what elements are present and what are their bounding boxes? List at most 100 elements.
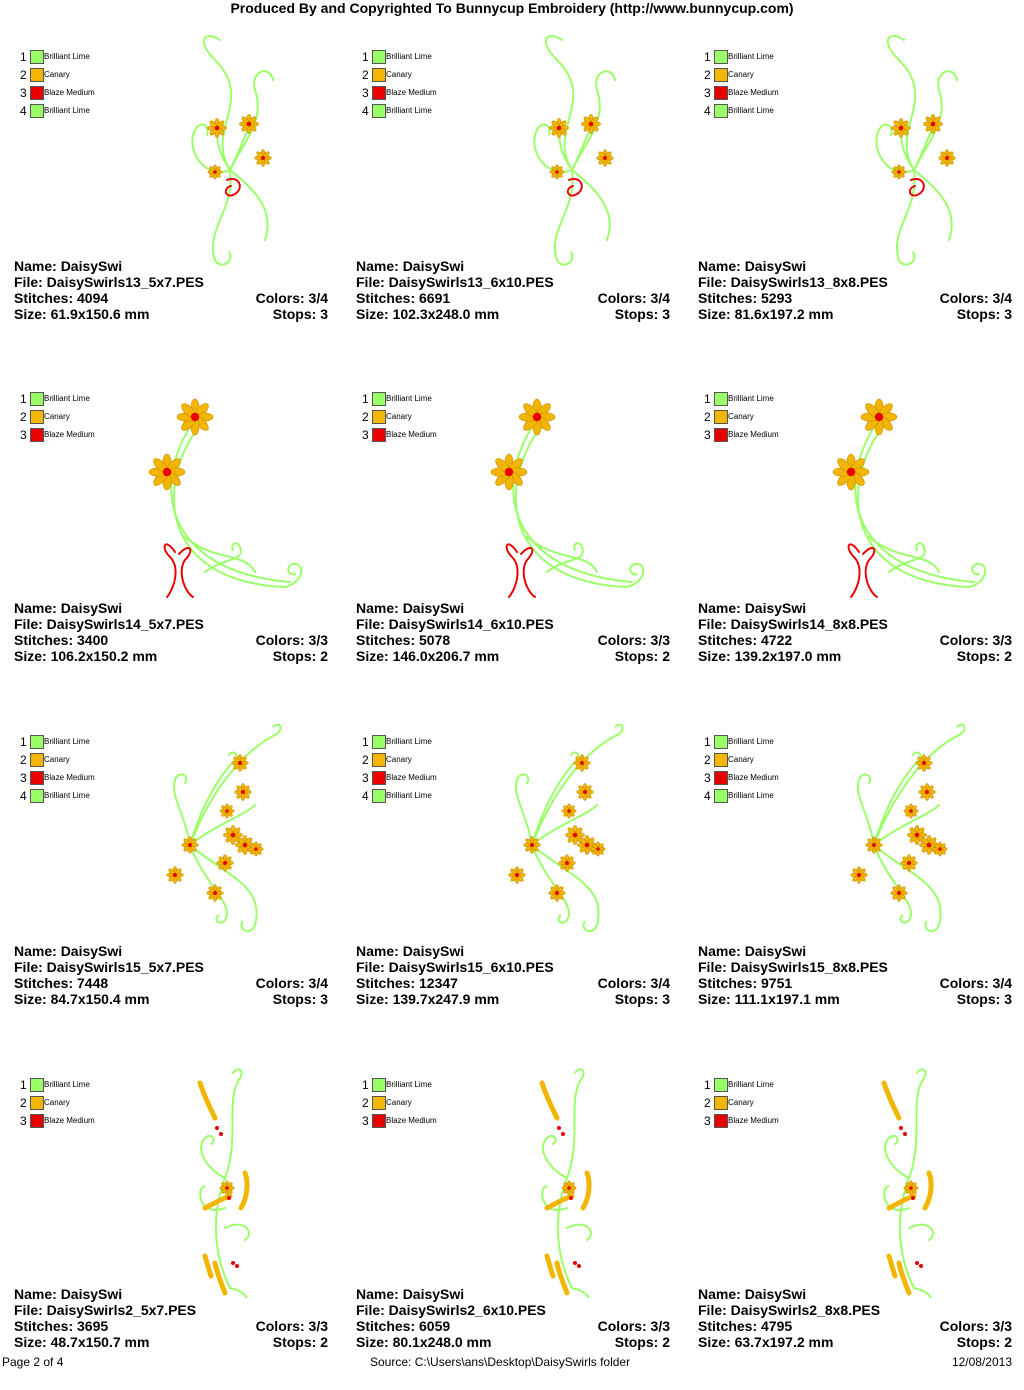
color-count: 3/3	[992, 1318, 1012, 1334]
thread-name: Brilliant Lime	[44, 737, 90, 746]
thread-name: Brilliant Lime	[728, 791, 774, 800]
colors-label: Colors:	[255, 290, 309, 306]
legend-number: 1	[704, 50, 711, 64]
info-line: Stitches: 6059 Colors: 3/3	[356, 1318, 670, 1334]
daisy-flower	[558, 854, 576, 872]
size-label: Size:	[356, 306, 393, 322]
legend-item: 1 Brilliant Lime	[704, 1078, 844, 1096]
stops-label: Stops:	[956, 1334, 1005, 1350]
stitches-label: Stitches:	[356, 975, 420, 991]
daisy-flower	[918, 783, 936, 801]
swirl-stem	[571, 1287, 590, 1298]
daisy-flower	[573, 754, 591, 772]
thread-name: Brilliant Lime	[386, 52, 432, 61]
stops-field: Stops: 2	[273, 648, 328, 664]
fan-stem	[873, 723, 966, 846]
file-name: DaisySwirls15_8x8.PES	[730, 959, 888, 975]
color-legend: 1 Brilliant Lime 2 Canary 3 Blaze Medium	[362, 1078, 502, 1132]
stops-label: Stops:	[272, 991, 321, 1007]
crescent-stem	[184, 536, 256, 573]
berry	[231, 1261, 235, 1265]
info-line: File: DaisySwirls2_8x8.PES	[698, 1302, 1012, 1318]
petal	[580, 1170, 592, 1211]
file-label: File:	[14, 959, 47, 975]
stops-label: Stops:	[614, 991, 663, 1007]
stitches-label: Stitches:	[698, 290, 762, 306]
info-line: Stitches: 7448 Colors: 3/4	[14, 975, 328, 991]
legend-number: 4	[20, 104, 27, 118]
size-label: Size:	[356, 1334, 393, 1350]
design-name: DaisySwi	[744, 943, 807, 959]
color-swatch	[714, 735, 728, 749]
embroidery-preview	[490, 398, 645, 598]
legend-number: 2	[704, 753, 711, 767]
file-label: File:	[14, 1302, 47, 1318]
color-swatch	[30, 104, 44, 118]
legend-item: 3 Blaze Medium	[362, 771, 502, 789]
berry	[899, 1126, 903, 1130]
info-line: Size: 61.9x150.6 mm Stops: 3	[14, 306, 328, 322]
info-line: Name: DaisySwi	[14, 258, 328, 274]
berry	[219, 1132, 223, 1136]
color-swatch	[372, 428, 386, 442]
legend-number: 1	[20, 50, 27, 64]
petal	[238, 1170, 250, 1211]
info-line: File: DaisySwirls13_8x8.PES	[698, 274, 1012, 290]
color-count: 3/3	[992, 632, 1012, 648]
legend-number: 1	[362, 50, 369, 64]
swirl-stem	[888, 542, 926, 573]
legend-item: 1 Brilliant Lime	[362, 1078, 502, 1096]
thread-name: Brilliant Lime	[44, 791, 90, 800]
color-swatch	[372, 410, 386, 424]
design-name: DaisySwi	[60, 600, 123, 616]
color-swatch	[372, 753, 386, 767]
design-size: 81.6x197.2 mm	[734, 306, 834, 322]
crescent-stem	[512, 426, 633, 583]
stops-label: Stops:	[614, 1334, 663, 1350]
size-label: Size:	[698, 1334, 735, 1350]
legend-item: 2 Canary	[362, 410, 502, 428]
size-label: Size:	[698, 306, 735, 322]
colors-field: Colors: 3/4	[598, 975, 670, 991]
stitch-count: 12347	[419, 975, 458, 991]
file-name: DaisySwirls2_5x7.PES	[46, 1302, 197, 1318]
swirl-stem	[229, 70, 274, 171]
design-size: 146.0x206.7 mm	[392, 648, 500, 664]
legend-item: 1 Brilliant Lime	[362, 735, 502, 753]
daisy-flower	[850, 866, 868, 884]
legend-item: 2 Canary	[362, 753, 502, 771]
crescent-stem	[514, 431, 628, 588]
design-info: Name: DaisySwi File: DaisySwirls2_8x8.PES…	[698, 1286, 1012, 1350]
stops-label: Stops:	[272, 648, 321, 664]
color-legend: 1 Brilliant Lime 2 Canary 3 Blaze Medium 4 Bril…	[362, 735, 502, 807]
thread-name: Brilliant Lime	[728, 1080, 774, 1089]
legend-item: 3 Blaze Medium	[704, 1114, 844, 1132]
daisy-flower	[219, 803, 235, 819]
design-card: 1 Brilliant Lime 2 Canary 3 Blaze Medium Name:…	[0, 1050, 340, 1390]
design-card: 1 Brilliant Lime 2 Canary 3 Blaze Medium 4 Bril…	[0, 22, 340, 362]
name-label: Name:	[356, 1286, 403, 1302]
petal	[212, 1260, 228, 1296]
design-name: DaisySwi	[60, 943, 123, 959]
stitches-label: Stitches:	[14, 1318, 78, 1334]
design-info: Name: DaisySwi File: DaisySwirls13_6x10.P…	[356, 258, 670, 322]
legend-number: 1	[704, 1078, 711, 1092]
file-name: DaisySwirls13_8x8.PES	[730, 274, 888, 290]
legend-item: 3 Blaze Medium	[362, 1114, 502, 1132]
legend-number: 3	[704, 1114, 711, 1128]
color-swatch	[714, 68, 728, 82]
color-legend: 1 Brilliant Lime 2 Canary 3 Blaze Medium 4 Bril…	[704, 735, 844, 807]
size-label: Size:	[356, 648, 393, 664]
crescent-stem	[868, 536, 940, 573]
design-name: DaisySwi	[744, 258, 807, 274]
colors-label: Colors:	[255, 632, 309, 648]
legend-number: 1	[20, 735, 27, 749]
design-card: 1 Brilliant Lime 2 Canary 3 Blaze Medium Name:…	[684, 1050, 1024, 1390]
design-size: 111.1x197.1 mm	[734, 991, 840, 1007]
thread-name: Brilliant Lime	[44, 394, 90, 403]
file-name: DaisySwirls2_8x8.PES	[730, 1302, 881, 1318]
info-line: Stitches: 5078 Colors: 3/3	[356, 632, 670, 648]
design-card: 1 Brilliant Lime 2 Canary 3 Blaze Medium 4 Bril…	[342, 707, 682, 1047]
design-name: DaisySwi	[744, 1286, 807, 1302]
